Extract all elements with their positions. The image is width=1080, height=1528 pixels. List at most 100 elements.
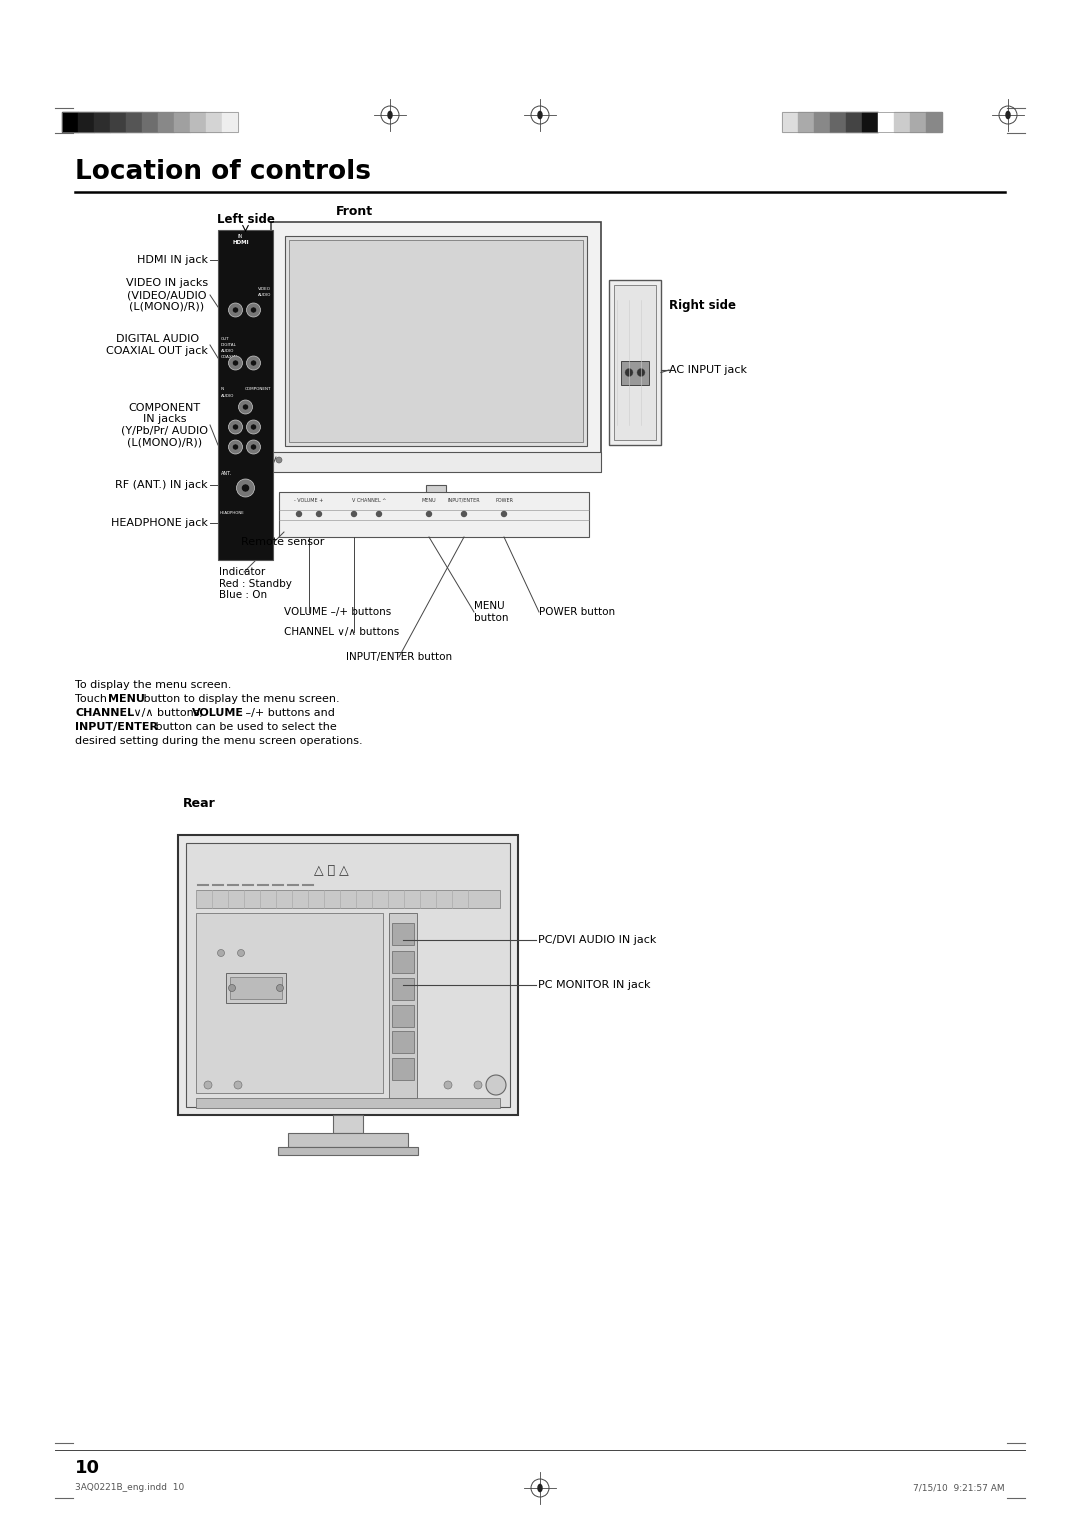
Bar — [279, 492, 589, 536]
Bar — [271, 452, 600, 472]
Bar — [158, 112, 174, 131]
Text: Left side: Left side — [217, 212, 274, 226]
Text: ∨/∧ buttons,: ∨/∧ buttons, — [130, 707, 206, 718]
Bar — [392, 1005, 414, 1027]
Circle shape — [377, 512, 381, 516]
Bar — [392, 923, 414, 944]
Circle shape — [501, 512, 507, 516]
Circle shape — [461, 512, 467, 516]
Text: AC INPUT jack: AC INPUT jack — [669, 365, 747, 374]
Text: VIDEO IN jacks
(VIDEO/AUDIO
(L(MONO)/R)): VIDEO IN jacks (VIDEO/AUDIO (L(MONO)/R)) — [126, 278, 208, 312]
Circle shape — [232, 445, 239, 451]
Bar — [831, 112, 846, 131]
Text: Indicator
Red : Standby
Blue : On: Indicator Red : Standby Blue : On — [219, 567, 292, 601]
Bar — [94, 112, 110, 131]
Text: AUDIO: AUDIO — [221, 394, 234, 397]
Circle shape — [297, 512, 301, 516]
Bar — [219, 286, 272, 330]
Bar — [621, 361, 649, 385]
Text: Remote sensor: Remote sensor — [241, 536, 324, 547]
Bar — [126, 112, 141, 131]
Text: INPUT/ENTER: INPUT/ENTER — [448, 498, 481, 503]
Text: MENU: MENU — [421, 498, 436, 503]
Text: INPUT/ENTER button: INPUT/ENTER button — [346, 652, 453, 662]
Bar — [195, 1099, 500, 1108]
Text: MENU
button: MENU button — [474, 601, 509, 623]
Text: HDMI: HDMI — [232, 240, 248, 246]
Text: HEADPHONE jack: HEADPHONE jack — [111, 518, 208, 529]
Text: DIGITAL AUDIO
COAXIAL OUT jack: DIGITAL AUDIO COAXIAL OUT jack — [106, 335, 208, 356]
Circle shape — [232, 423, 239, 429]
Circle shape — [444, 1080, 453, 1089]
Circle shape — [625, 368, 633, 376]
Circle shape — [251, 307, 257, 313]
Circle shape — [251, 423, 257, 429]
Circle shape — [486, 1076, 507, 1096]
Text: △ ！ △: △ ！ △ — [313, 863, 349, 877]
Bar — [178, 834, 518, 1115]
Bar — [218, 231, 273, 559]
Bar — [110, 112, 126, 131]
Bar — [278, 1148, 418, 1155]
Text: IN: IN — [238, 234, 243, 238]
Text: AUDIO: AUDIO — [258, 293, 271, 296]
Text: Right side: Right side — [669, 298, 735, 312]
Circle shape — [239, 400, 253, 414]
Bar — [333, 1115, 363, 1132]
Circle shape — [246, 303, 260, 316]
Circle shape — [232, 307, 239, 313]
Bar — [798, 112, 814, 131]
Text: 10: 10 — [75, 1459, 100, 1478]
Bar — [195, 889, 500, 908]
Bar — [288, 1132, 408, 1148]
Text: POWER button: POWER button — [539, 607, 616, 617]
Bar — [230, 255, 251, 264]
Bar — [219, 335, 272, 380]
Bar — [62, 112, 238, 131]
Text: IN: IN — [221, 387, 225, 391]
Bar — [271, 222, 600, 472]
Bar — [206, 112, 222, 131]
Bar — [392, 978, 414, 999]
Bar — [392, 1057, 414, 1080]
Bar — [782, 112, 798, 131]
Text: MENU: MENU — [108, 694, 145, 704]
Ellipse shape — [538, 112, 542, 119]
Circle shape — [474, 1080, 482, 1089]
Circle shape — [246, 440, 260, 454]
Circle shape — [232, 361, 239, 367]
Text: COMPONENT: COMPONENT — [244, 387, 271, 391]
Text: V CHANNEL ^: V CHANNEL ^ — [352, 498, 387, 503]
Bar — [62, 112, 78, 131]
Circle shape — [246, 356, 260, 370]
Text: OUT: OUT — [221, 338, 230, 341]
Circle shape — [238, 949, 244, 957]
Circle shape — [242, 484, 249, 492]
Text: desired setting during the menu screen operations.: desired setting during the menu screen o… — [75, 736, 363, 746]
Bar — [389, 914, 417, 1099]
Bar — [229, 254, 253, 267]
Circle shape — [204, 1080, 212, 1089]
Text: Rear: Rear — [183, 798, 216, 810]
Circle shape — [251, 445, 257, 451]
Circle shape — [251, 361, 257, 367]
Text: CHANNEL ∨/∧ buttons: CHANNEL ∨/∧ buttons — [284, 626, 400, 637]
Circle shape — [237, 478, 255, 497]
Bar — [862, 112, 878, 131]
Bar — [195, 914, 383, 1093]
Circle shape — [246, 420, 260, 434]
Text: AUDIO: AUDIO — [221, 348, 234, 353]
Circle shape — [234, 1080, 242, 1089]
Bar — [78, 112, 94, 131]
Bar — [219, 385, 272, 465]
Bar — [926, 112, 942, 131]
Bar — [814, 112, 831, 131]
Text: 7/15/10  9:21:57 AM: 7/15/10 9:21:57 AM — [914, 1484, 1005, 1493]
Circle shape — [234, 520, 246, 532]
Text: VIDEO: VIDEO — [258, 287, 271, 290]
Circle shape — [229, 984, 235, 992]
Text: To display the menu screen.: To display the menu screen. — [75, 680, 231, 691]
Text: COMPONENT
IN jacks
(Y/Pb/Pr/ AUDIO
(L(MONO)/R)): COMPONENT IN jacks (Y/Pb/Pr/ AUDIO (L(MO… — [121, 402, 208, 448]
Text: Front: Front — [336, 205, 373, 219]
Bar — [174, 112, 190, 131]
